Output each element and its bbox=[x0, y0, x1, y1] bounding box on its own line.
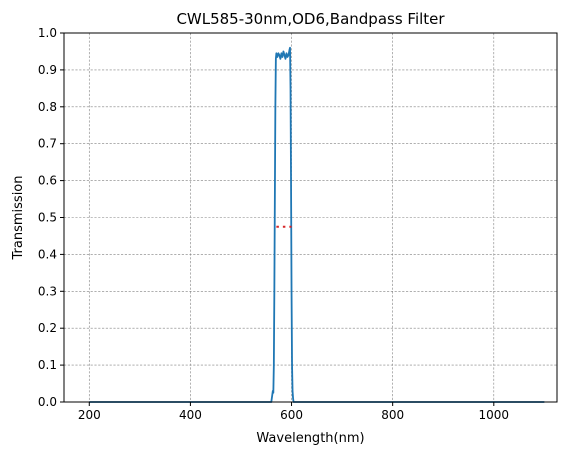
transmission-line bbox=[89, 46, 545, 403]
y-tick-label: 0.4 bbox=[38, 247, 57, 261]
y-tick-label: 0.9 bbox=[38, 63, 57, 77]
x-tick-label: 1000 bbox=[479, 408, 510, 422]
x-tick-label: 200 bbox=[78, 408, 101, 422]
x-axis-label: Wavelength(nm) bbox=[256, 431, 364, 446]
chart-title: CWL585-30nm,OD6,Bandpass Filter bbox=[176, 10, 445, 28]
x-tick-label: 400 bbox=[179, 408, 202, 422]
y-tick-label: 0.2 bbox=[38, 321, 57, 335]
y-tick-label: 0.3 bbox=[38, 284, 57, 298]
y-tick-label: 0.7 bbox=[38, 137, 57, 151]
y-tick-label: 0.0 bbox=[38, 395, 57, 409]
y-tick-label: 0.8 bbox=[38, 100, 57, 114]
y-tick-label: 0.5 bbox=[38, 211, 57, 225]
y-axis-label: Transmission bbox=[11, 176, 26, 261]
x-tick-label: 800 bbox=[381, 408, 404, 422]
data-series bbox=[89, 46, 545, 403]
y-tick-label: 0.1 bbox=[38, 358, 57, 372]
y-tick-label: 1.0 bbox=[38, 26, 57, 40]
y-tick-label: 0.6 bbox=[38, 174, 57, 188]
x-tick-label: 600 bbox=[280, 408, 303, 422]
axis-ticks: 200 400 600 800 1000 0.0 0.1 0.2 0.3 0.4 0.5 0.6 0.7… bbox=[38, 26, 509, 422]
